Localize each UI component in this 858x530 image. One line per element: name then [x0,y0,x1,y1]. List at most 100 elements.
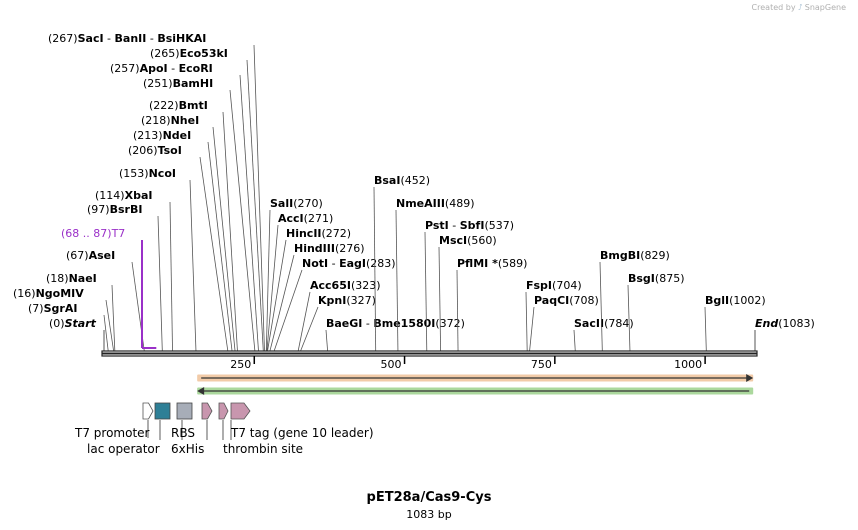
site-label-ngomiv: (16)NgoMIV [13,287,84,300]
ruler-label-2: 750 [531,358,552,371]
site-label-xbai: (114)XbaI [95,189,152,202]
t7-promoter-label: T7 promoter [74,426,150,440]
site-name-ndei-0: NdeI [163,129,192,142]
site-name-psti-0: PstI [425,219,449,232]
site-paqci: PaqCI(708) [529,294,599,352]
site-name-end-0: End [755,317,778,330]
site-kpni: KpnI(327) [300,294,376,352]
site-pos-end: (1083) [778,317,815,330]
site-msci: MscI(560) [438,234,497,352]
site-label-naei: (18)NaeI [46,272,97,285]
site-label-kpni: KpnI(327) [318,294,376,307]
site-name-naei-0: NaeI [69,272,97,285]
site-name-nmeaiii-0: NmeAIII [396,197,445,210]
site-xbai: (114)XbaI [95,189,173,352]
site-baegi: BaeGI - Bme1580I(372) [325,317,465,352]
site-pos-nhei: (218) [141,114,171,127]
site-acci: AccI(271) [266,212,333,352]
site-label-bsgi: BsgI(875) [628,272,685,285]
site-label-noti: NotI - EagI(283) [302,257,396,270]
ruler-label-3: 1000 [674,358,702,371]
site-label-sali: SalI(270) [270,197,323,210]
site-pos-bsai: (452) [400,174,430,187]
leader-saci [253,44,265,352]
site-label-asei: (67)AseI [66,249,115,262]
credit-prefix: Created by [751,3,796,12]
site-bmgbi: BmgBI(829) [599,249,670,352]
site-hindiii: HindIII(276) [269,242,365,352]
site-label-acc65i: Acc65I(323) [310,279,381,292]
rbs-label: RBS [171,426,195,440]
feature-track: T7 promoter lac operator RBS 6xHis thrombin … [74,402,374,456]
site-name-tsoi-0: TsoI [158,144,182,157]
site-name-sgrai-0: SgrAI [44,302,78,315]
leader-sali [265,209,271,352]
site-name-psti-1: SbfI [460,219,485,232]
orf-arrow-forward [197,374,754,382]
site-hincii: HincII(272) [267,227,351,352]
site-pos-sgrai: (7) [28,302,44,315]
site-asei: (67)AseI [66,249,145,352]
leader-tsoi [199,156,229,352]
site-name-saci-0: SacI [78,32,104,45]
site-pos-acc65i: (323) [351,279,381,292]
site-pos-ndei: (213) [133,129,163,142]
site-bsai: BsaI(452) [373,174,430,352]
site-name-xbai-0: XbaI [125,189,153,202]
site-pos-saci: (267) [48,32,78,45]
site-label-pflmi: PflMI *(589) [457,257,527,270]
ruler-label-1: 500 [381,358,402,371]
site-pos-sacii: (784) [604,317,634,330]
thrombin-site-glyph [218,402,229,420]
site-t7: (68 .. 87)T7 [61,227,157,349]
leader-xbai [169,201,173,352]
site-pos-kpni: (327) [346,294,376,307]
site-bsrbi: (97)BsrBI [87,203,163,352]
site-name-bamhi-0: BamHI [173,77,214,90]
t7-tag-glyph [230,402,251,420]
site-name-t7-0: T7 [111,227,126,240]
site-start: (0)Start [49,317,105,351]
site-label-psti: PstI - SbfI(537) [425,219,514,232]
site-label-apoi: (257)ApoI - EcoRI [110,62,213,75]
site-name-bsrbi-0: BsrBI [110,203,143,216]
leader-ncoi [189,179,197,352]
site-bgli: BglI(1002) [704,294,766,352]
site-name-pflmi-0: PflMI * [457,257,498,270]
site-name-bmti-0: BmtI [179,99,208,112]
site-name-start-0: Start [65,317,97,330]
site-pos-xbai: (114) [95,189,125,202]
site-pos-asei: (67) [66,249,89,262]
site-pos-bamhi: (251) [143,77,173,90]
site-sacii: SacII(784) [573,317,634,352]
site-pos-start: (0) [49,317,65,330]
site-label-eco53ki: (265)Eco53kI [150,47,228,60]
leader-noti [273,269,303,352]
site-pos-psti: (537) [484,219,514,232]
site-bmti: (222)BmtI [149,99,238,352]
site-sgrai: (7)SgrAI [28,302,109,352]
site-name-hindiii-0: HindIII [294,242,335,255]
site-label-bmgbi: BmgBI(829) [600,249,670,262]
site-pos-tsoi: (206) [128,144,158,157]
t7-tag-label: T7 tag (gene 10 leader) [230,426,374,440]
leader-hindiii [269,254,295,352]
site-label-acci: AccI(271) [278,212,333,225]
leader-acc65i [297,291,311,352]
plasmid-name: pET28a/Cas9-Cys [366,490,492,505]
site-pos-pflmi: (589) [498,257,528,270]
site-name-baegi-0: BaeGI [326,317,362,330]
site-pos-msci: (560) [467,234,497,247]
site-label-sgrai: (7)SgrAI [28,302,77,315]
leader-ngomiv [105,299,115,352]
site-label-nmeaiii: NmeAIII(489) [396,197,475,210]
site-pos-nmeaiii: (489) [445,197,475,210]
site-pos-bmgbi: (829) [640,249,670,262]
site-label-bmti: (222)BmtI [149,99,208,112]
site-label-t7: (68 .. 87)T7 [61,227,125,240]
site-tsoi: (206)TsoI [128,144,229,352]
leader-kpni [300,306,319,352]
leader-sgrai [103,314,109,352]
leader-baegi [325,329,329,352]
site-bamhi: (251)BamHI [143,77,256,352]
